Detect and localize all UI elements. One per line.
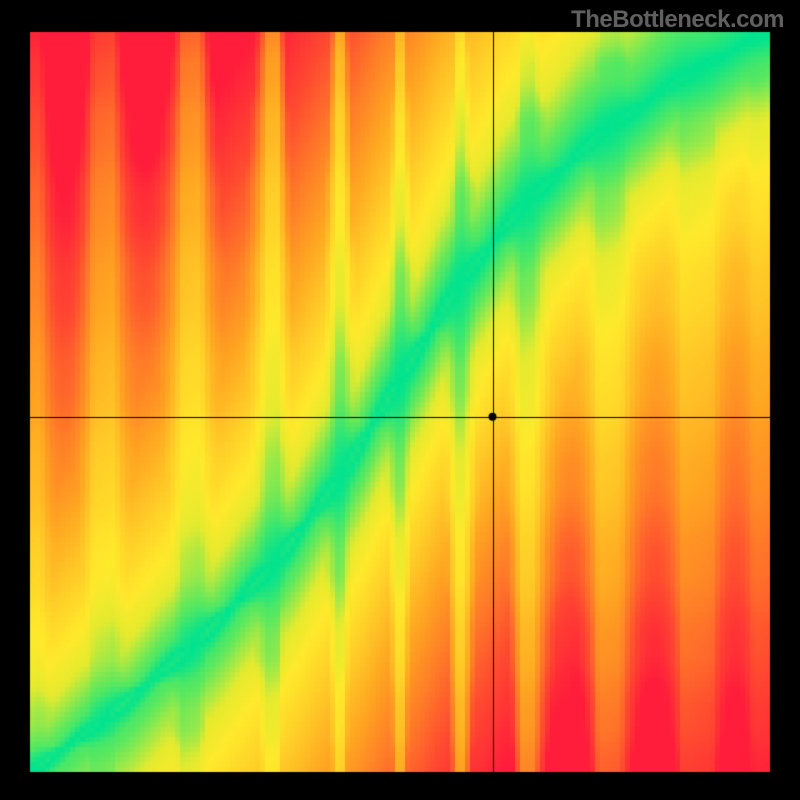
- bottleneck-heatmap: [0, 0, 800, 800]
- watermark-text: TheBottleneck.com: [571, 6, 784, 34]
